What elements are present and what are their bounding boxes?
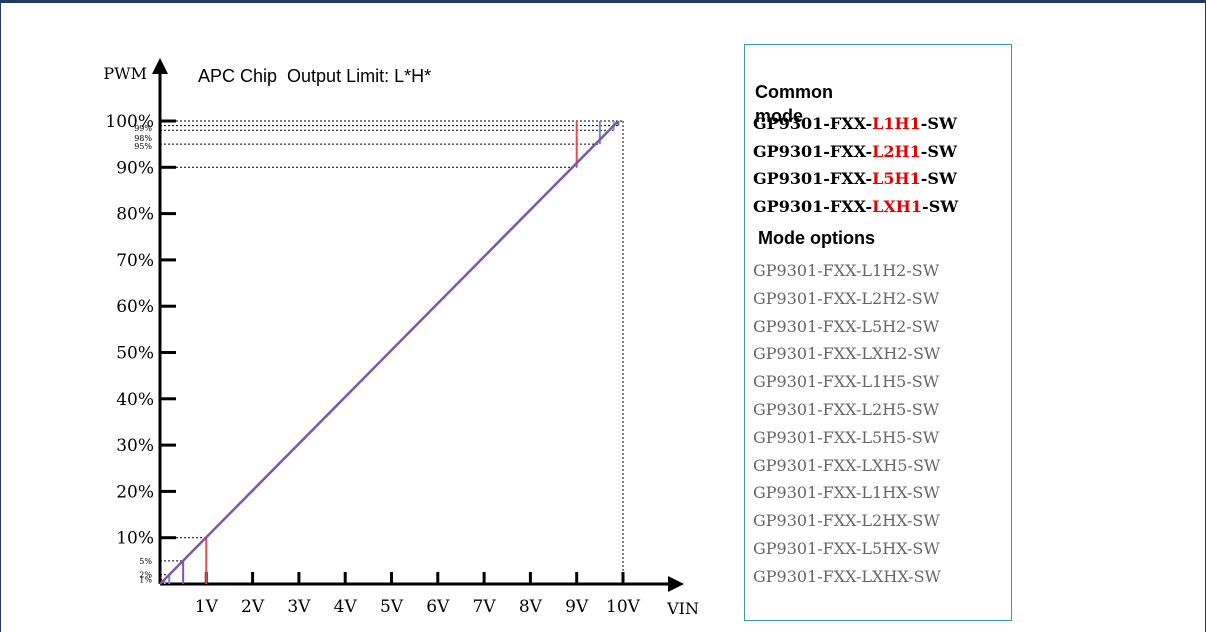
chart-title: APC Chip Output Limit: L*H* xyxy=(198,66,432,86)
x-axis-label: VIN xyxy=(666,599,699,618)
mode-option-item: GP9301-FXX-L1H2-SW xyxy=(753,261,940,280)
mode-option-item: GP9301-FXX-L1HX-SW xyxy=(753,483,940,503)
mode-option-item: GP9301-FXX-L2HX-SW xyxy=(753,511,940,531)
window-left-border xyxy=(0,0,1,632)
common-mode-item: GP9301-FXX-L2H1-SW xyxy=(753,138,958,166)
common-mode-item: GP9301-FXX-L5H1-SW xyxy=(753,165,958,193)
x-tick-label: 1V xyxy=(195,597,219,617)
mode-option-item: GP9301-FXX-LXH2-SW xyxy=(753,344,941,364)
y-tick-label: 80% xyxy=(116,205,154,225)
common-mode-heading: Common mode xyxy=(755,82,833,126)
pwm-curve-cap xyxy=(612,120,620,127)
y-tick-label: 20% xyxy=(116,482,154,502)
x-tick-label: 6V xyxy=(426,597,450,617)
window-top-border xyxy=(0,0,1206,3)
y-tick-label: 70% xyxy=(116,251,154,271)
mode-option-item: GP9301-FXX-L5HX-SW xyxy=(753,538,940,558)
y-tick-label: 40% xyxy=(116,390,154,410)
common-mode-list: GP9301-FXX-L1H1-SW GP9301-FXX-L2H1-SW GP93… xyxy=(753,110,958,220)
mode-option-item: GP9301-FXX-L2H2-SW xyxy=(753,288,940,308)
model-suffix: -SW xyxy=(922,196,959,216)
x-tick-label: 3V xyxy=(287,597,311,617)
y-axis-arrowhead xyxy=(152,58,168,74)
y-small-tick-label: 1% xyxy=(139,575,152,584)
y-small-tick-label: 5% xyxy=(139,557,152,566)
x-tick-label: 2V xyxy=(241,597,265,617)
y-tick-label: 60% xyxy=(116,297,154,317)
limit-code: L1H1 xyxy=(872,114,921,133)
common-mode-item: GP9301-FXX-LXH1-SW xyxy=(753,193,958,221)
model-prefix: GP9301-FXX- xyxy=(753,141,873,161)
common-mode-item: GP9301-FXX-L1H1-SW xyxy=(753,110,958,138)
mode-options-list: GP9301-FXX-L1H2-SW GP9301-FXX-L2H2-SW GP93… xyxy=(753,257,941,591)
model-legend-box xyxy=(744,44,1012,621)
mode-option-item: GP9301-FXX-L2H5-SW xyxy=(753,399,940,419)
pwm-vin-chart: PWM VIN 1V 2V 3V 4V 5V 6V 7V 8V 9V 10V 10% 20% 30% 40% 5… xyxy=(103,58,699,618)
limit-code: L5H1 xyxy=(872,169,921,188)
y-small-tick-label: 2% xyxy=(139,571,152,580)
model-suffix: -SW xyxy=(920,114,957,133)
y-tick-label: 100% xyxy=(105,112,154,132)
y-small-tick-label: 99% xyxy=(134,124,152,133)
x-tick-label: 9V xyxy=(565,597,589,617)
limit-code: L2H1 xyxy=(872,141,921,161)
y-axis-label: PWM xyxy=(103,64,147,83)
model-suffix: -SW xyxy=(920,141,957,161)
mode-option-item: GP9301-FXX-L1H5-SW xyxy=(753,372,940,392)
model-prefix: GP9301-FXX- xyxy=(753,114,873,133)
y-tick-label: 90% xyxy=(116,158,154,178)
x-tick-label: 10V xyxy=(606,597,641,617)
model-prefix: GP9301-FXX- xyxy=(753,169,873,188)
y-tick-label: 50% xyxy=(116,344,154,364)
x-tick-label: 5V xyxy=(380,597,404,617)
x-tick-label: 4V xyxy=(334,597,358,617)
mode-option-item: GP9301-FXX-LXHX-SW xyxy=(753,566,941,586)
limit-code: LXH1 xyxy=(872,196,923,216)
x-tick-label: 7V xyxy=(473,597,497,617)
model-prefix: GP9301-FXX- xyxy=(753,196,873,216)
model-suffix: -SW xyxy=(920,169,957,188)
y-tick-label: 30% xyxy=(116,436,154,456)
mode-options-heading: Mode options xyxy=(758,228,875,248)
mode-option-item: GP9301-FXX-LXH5-SW xyxy=(753,455,941,475)
y-small-tick-label: 95% xyxy=(134,142,152,151)
y-small-tick-label: 98% xyxy=(134,134,152,143)
y-tick-label: 10% xyxy=(116,529,154,549)
x-axis-arrowhead xyxy=(668,576,684,592)
mode-option-item: GP9301-FXX-L5H5-SW xyxy=(753,427,940,447)
mode-option-item: GP9301-FXX-L5H2-SW xyxy=(753,316,940,336)
pwm-curve xyxy=(159,124,615,585)
x-tick-label: 8V xyxy=(519,597,543,617)
